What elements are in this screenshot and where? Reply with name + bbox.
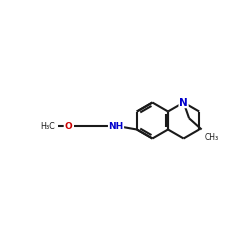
Text: N: N (179, 98, 188, 108)
Text: NH: NH (108, 122, 124, 131)
Text: CH₃: CH₃ (204, 133, 219, 142)
Text: H₃C: H₃C (40, 122, 54, 131)
Text: O: O (64, 122, 72, 131)
